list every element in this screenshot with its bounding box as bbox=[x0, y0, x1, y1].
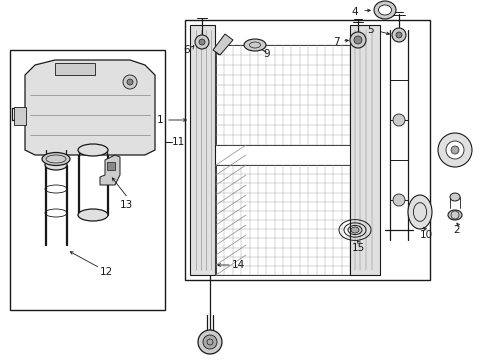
Text: 6: 6 bbox=[183, 45, 190, 55]
Text: 9: 9 bbox=[263, 49, 269, 59]
Text: 12: 12 bbox=[100, 267, 113, 277]
Circle shape bbox=[450, 146, 458, 154]
Text: 5: 5 bbox=[366, 25, 373, 35]
Circle shape bbox=[127, 79, 133, 85]
Text: 1: 1 bbox=[156, 115, 163, 125]
Circle shape bbox=[437, 133, 471, 167]
Circle shape bbox=[445, 141, 463, 159]
Text: 15: 15 bbox=[351, 243, 365, 253]
Text: 7: 7 bbox=[333, 37, 339, 47]
Text: 2: 2 bbox=[452, 225, 459, 235]
Polygon shape bbox=[100, 155, 120, 185]
Polygon shape bbox=[213, 34, 232, 55]
Ellipse shape bbox=[78, 144, 108, 156]
Circle shape bbox=[198, 330, 222, 354]
Circle shape bbox=[349, 32, 365, 48]
Circle shape bbox=[195, 35, 208, 49]
Text: 13: 13 bbox=[120, 200, 133, 210]
Ellipse shape bbox=[45, 160, 67, 170]
Ellipse shape bbox=[244, 39, 265, 51]
Circle shape bbox=[391, 28, 405, 42]
Circle shape bbox=[395, 32, 401, 38]
Circle shape bbox=[392, 114, 404, 126]
Ellipse shape bbox=[378, 5, 391, 15]
Bar bbox=[55, 63, 95, 75]
Text: 11: 11 bbox=[172, 137, 185, 147]
Polygon shape bbox=[25, 60, 155, 155]
Text: 10: 10 bbox=[419, 230, 432, 240]
Circle shape bbox=[203, 335, 217, 349]
Text: 4: 4 bbox=[351, 7, 357, 17]
Bar bbox=[14, 107, 26, 125]
Ellipse shape bbox=[350, 227, 358, 233]
Circle shape bbox=[123, 75, 137, 89]
Circle shape bbox=[199, 39, 204, 45]
Bar bbox=[184, 20, 429, 280]
Circle shape bbox=[353, 36, 361, 44]
Circle shape bbox=[392, 194, 404, 206]
Ellipse shape bbox=[407, 195, 431, 229]
Ellipse shape bbox=[447, 210, 461, 220]
Text: 3: 3 bbox=[452, 150, 459, 160]
Bar bbox=[216, 165, 349, 275]
Ellipse shape bbox=[42, 153, 70, 166]
Bar bbox=[10, 50, 164, 310]
Ellipse shape bbox=[449, 193, 459, 201]
Text: 8: 8 bbox=[215, 47, 221, 57]
Bar bbox=[107, 162, 115, 170]
Ellipse shape bbox=[373, 1, 395, 19]
Text: 14: 14 bbox=[231, 260, 245, 270]
Bar bbox=[216, 45, 349, 145]
Bar bbox=[190, 25, 215, 275]
Bar bbox=[349, 25, 379, 275]
Ellipse shape bbox=[78, 209, 108, 221]
